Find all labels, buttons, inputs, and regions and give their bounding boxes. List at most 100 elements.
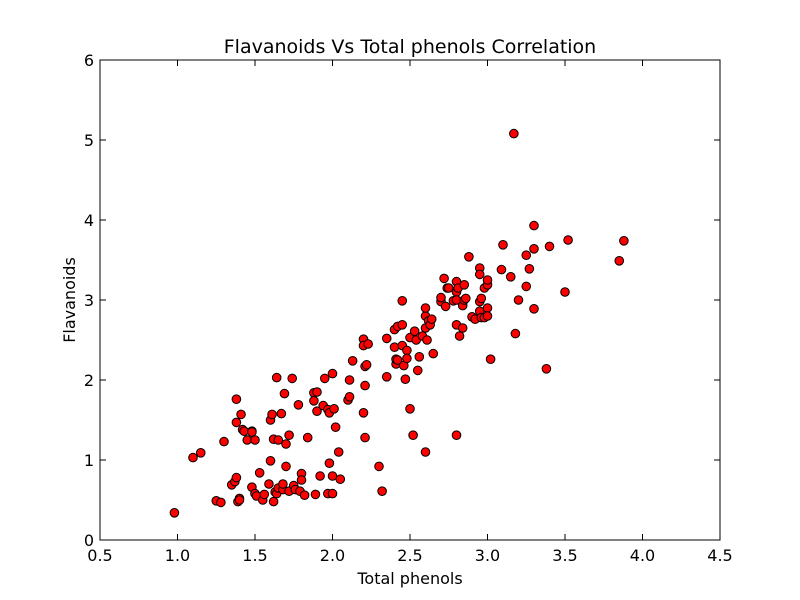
data-point [459,280,470,290]
data-point [521,250,532,260]
data-point [529,220,539,231]
x-tick-label: 2.0 [320,546,345,565]
data-point [381,333,392,344]
data-point [509,128,519,139]
data-point [439,273,449,284]
data-point [299,490,310,501]
data-point [408,430,418,441]
data-point [361,360,372,370]
data-point [485,354,496,365]
data-point [402,353,412,364]
data-point [521,281,532,292]
data-point [560,287,570,297]
data-point [309,396,319,406]
y-tick-label: 6 [84,51,94,70]
data-point [278,479,288,489]
data-point [513,295,524,305]
data-point [524,264,535,274]
points-layer [169,128,629,518]
data-point [329,404,339,414]
data-point [310,489,321,500]
x-tick-label: 4.5 [707,546,732,565]
data-point [335,474,346,485]
data-point [271,372,282,383]
data-point [457,323,468,333]
data-point [389,342,400,353]
data-point [541,364,552,374]
y-tick-label: 2 [84,371,94,390]
data-point [169,508,180,518]
data-point [327,368,338,379]
data-point [330,422,341,433]
x-tick-label: 0.5 [87,546,112,565]
data-point [374,461,384,472]
data-point [422,335,432,345]
data-point [360,432,370,443]
data-point [358,408,369,418]
data-point [461,293,471,304]
data-point [236,409,246,420]
y-tick-label: 0 [84,531,94,550]
data-point [510,328,521,339]
data-point [381,372,392,382]
data-point [464,251,474,262]
data-point [505,272,516,282]
data-point [267,409,277,420]
data-point [281,461,291,472]
data-point [482,303,493,313]
x-tick-label: 3.0 [475,546,500,565]
data-point [216,497,226,508]
y-tick-label: 4 [84,211,94,230]
data-point [414,352,425,362]
x-tick-label: 4.0 [630,546,655,565]
data-point [476,293,487,304]
data-point [234,495,245,505]
data-point [412,365,423,376]
data-point [195,448,206,458]
data-point [402,345,412,356]
data-point [360,380,370,391]
data-point [347,356,358,366]
data-point [327,488,338,499]
data-point [264,479,274,489]
data-point [188,452,198,463]
data-point [426,314,437,325]
data-point [254,468,265,478]
x-tick-label: 1.5 [242,546,267,565]
data-point [219,436,229,447]
data-point [231,417,242,428]
data-point [265,456,276,466]
data-point [563,235,573,245]
data-point [287,373,298,384]
data-point [296,475,307,485]
data-point [529,304,539,314]
data-point [377,486,387,497]
data-point [498,240,508,250]
data-point [247,427,257,437]
x-tick-label: 2.5 [397,546,422,565]
data-point [268,496,279,507]
ticks-layer: 0.5 1.0 1.5 2.0 2.5 3.0 3.5 4.0 4.5 0 1 2 3 4 5 6 [84,51,733,565]
data-point [312,387,322,397]
y-tick-label: 1 [84,451,94,470]
data-point [281,439,291,449]
data-point [400,374,411,385]
data-point [279,388,290,399]
data-point [496,264,507,275]
data-point [363,339,373,349]
data-point [420,447,431,457]
data-point [312,406,322,417]
data-point [231,472,242,483]
data-point [324,458,335,469]
x-tick-label: 1.0 [165,546,190,565]
data-point [454,331,465,341]
data-point [344,392,355,402]
x-tick-label: 3.5 [552,546,577,565]
data-point [544,241,555,252]
x-axis-title: Total phenols [356,569,462,588]
data-point [451,430,462,441]
data-point [333,447,344,457]
data-point [440,301,451,312]
data-point [409,326,420,337]
